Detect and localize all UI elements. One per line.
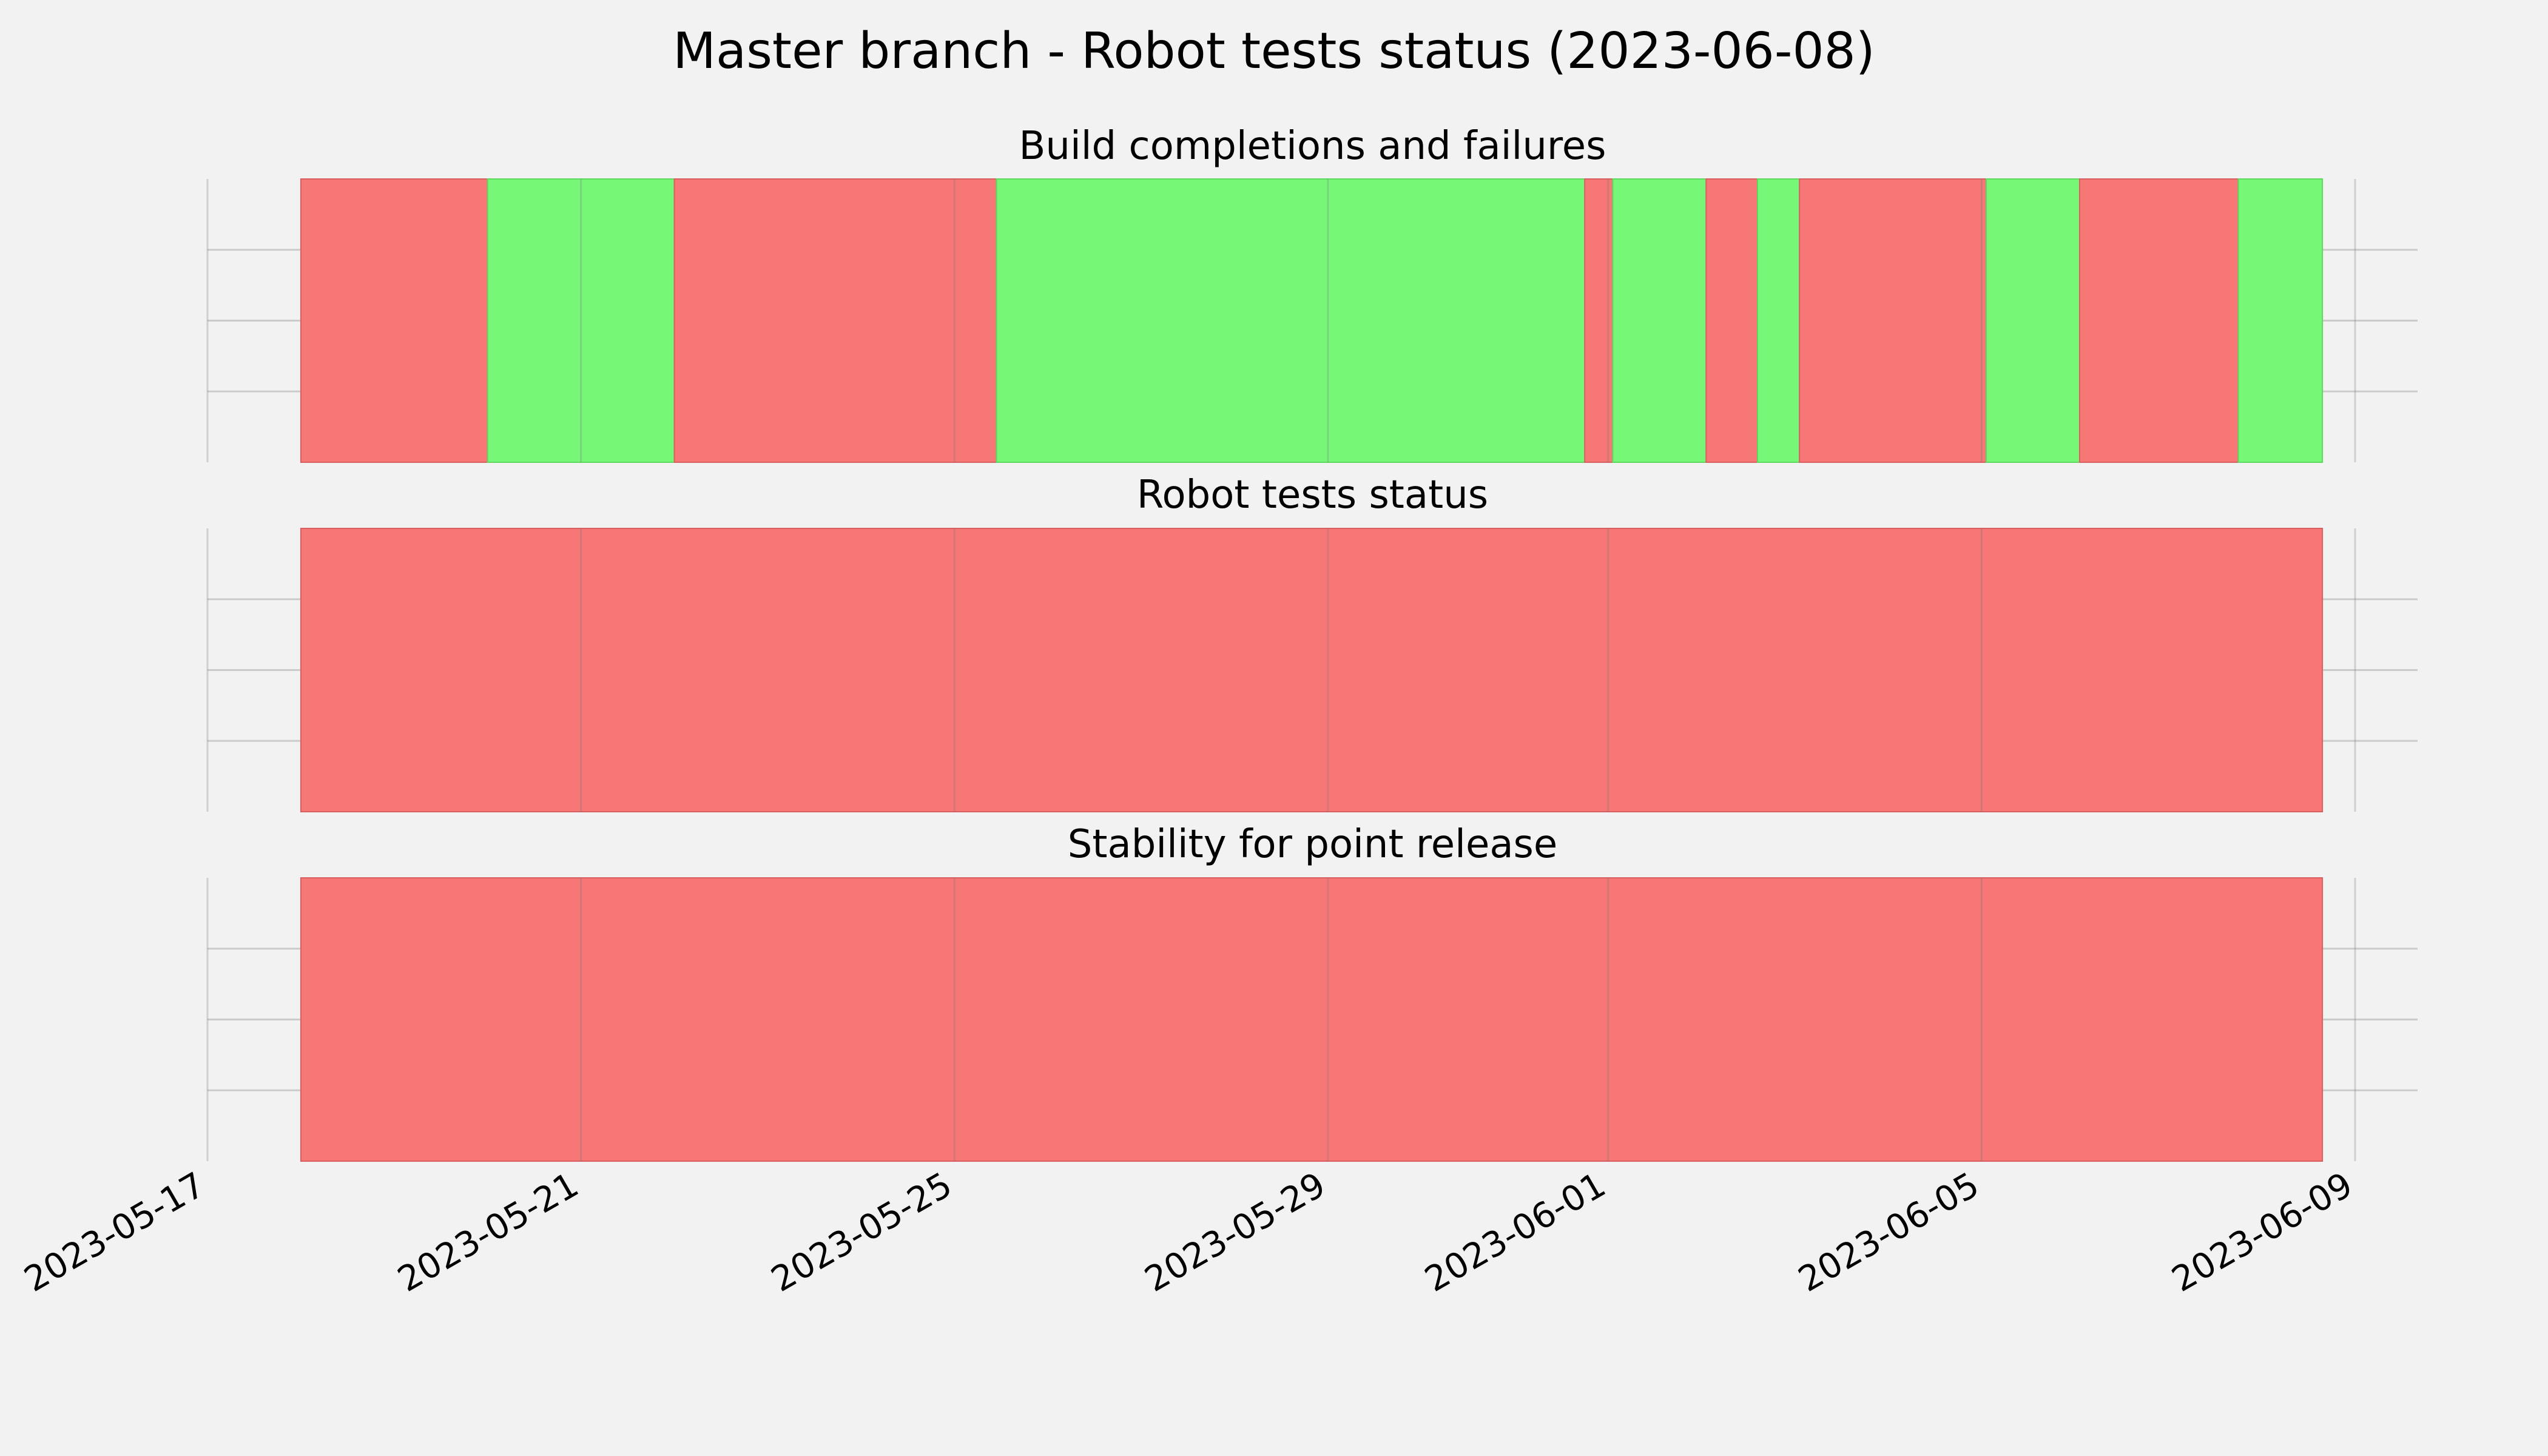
- panel-1: Build completions and failures: [206, 124, 2418, 463]
- panel-title: Build completions and failures: [1019, 124, 1606, 169]
- status-segment-fail: [300, 178, 488, 463]
- panel-title: Stability for point release: [1068, 822, 1558, 867]
- status-segment-pass: [2237, 178, 2324, 463]
- status-segment-pass: [1756, 178, 1801, 463]
- panel-3: Stability for point release: [206, 822, 2418, 1162]
- status-segment-pass: [996, 178, 1586, 463]
- status-segment-fail: [1584, 178, 1614, 463]
- panel-2: Robot tests status: [206, 473, 2418, 812]
- panel-title: Robot tests status: [1137, 473, 1488, 517]
- status-segment-fail: [300, 528, 2324, 812]
- status-segment-fail: [2078, 178, 2239, 463]
- chart-title: Master branch - Robot tests status (2023…: [673, 22, 1875, 80]
- status-segment-fail: [1799, 178, 1987, 463]
- status-segment-fail: [1705, 178, 1758, 463]
- status-segment-fail: [673, 178, 997, 463]
- status-segment-pass: [1612, 178, 1707, 463]
- panels: Build completions and failures Robot test…: [206, 124, 2418, 1162]
- status-segment-pass: [487, 178, 675, 463]
- status-segment-fail: [300, 877, 2324, 1162]
- status-segment-pass: [1986, 178, 2080, 463]
